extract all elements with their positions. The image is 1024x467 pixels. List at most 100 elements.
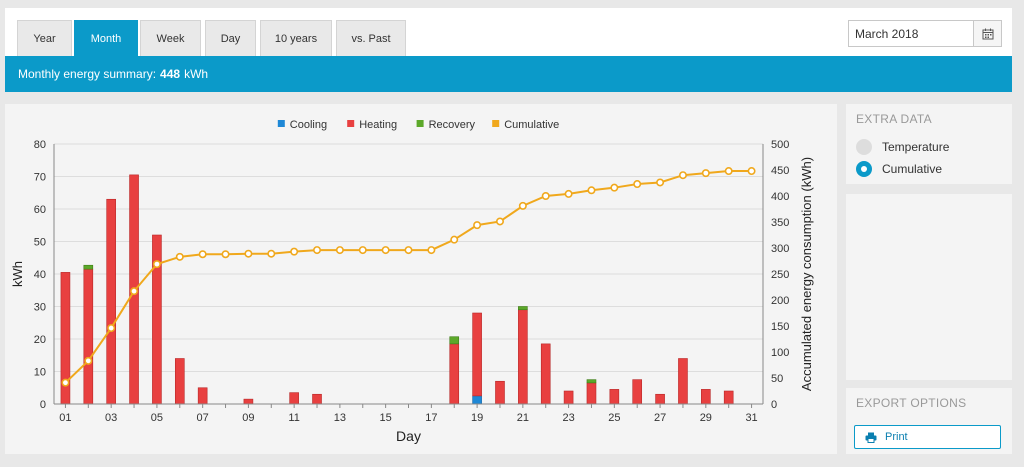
tab-vs-past[interactable]: vs. Past (336, 20, 406, 57)
x-tick-label: 31 (745, 412, 757, 424)
cumulative-point (175, 252, 184, 261)
cumulative-point (107, 324, 116, 333)
cumulative-radio[interactable] (856, 161, 872, 177)
cumulative-point (404, 246, 413, 255)
cumulative-point (152, 260, 161, 269)
y2-tick-label: 500 (771, 139, 789, 151)
option-temperature[interactable]: Temperature (856, 139, 949, 155)
bar-heating (518, 309, 528, 405)
x-tick-label: 09 (242, 412, 254, 424)
y-tick-label: 40 (34, 269, 46, 281)
cumulative-point (244, 249, 253, 258)
cumulative-point (198, 250, 207, 259)
summary-banner: Monthly energy summary: 448 kWh (5, 56, 1012, 92)
cumulative-point (290, 247, 299, 256)
cumulative-point (84, 356, 93, 365)
summary-value: 448 (160, 67, 181, 81)
y2-tick-label: 250 (771, 269, 789, 281)
bar-heating (701, 389, 711, 405)
tab-10-years[interactable]: 10 years (260, 20, 332, 57)
x-tick-label: 05 (151, 412, 163, 424)
cumulative-point (701, 169, 710, 178)
y-tick-label: 80 (34, 139, 46, 151)
bar-heating (563, 390, 574, 405)
bar-recovery (518, 306, 528, 311)
y2-tick-label: 150 (771, 321, 789, 333)
bar-heating (495, 380, 505, 405)
empty-side-panel (846, 194, 1012, 380)
legend-label-recovery: Recovery (429, 119, 476, 131)
y2-tick-label: 450 (771, 165, 789, 177)
x-tick-label: 19 (471, 412, 483, 424)
y-tick-label: 50 (34, 237, 46, 249)
extra-data-panel: EXTRA DATA Temperature Cumulative (846, 104, 1012, 184)
cumulative-point (656, 178, 665, 187)
x-tick-label: 29 (700, 412, 712, 424)
legend-swatch-recovery (416, 120, 424, 127)
summary-unit: kWh (184, 67, 209, 81)
cumulative-point (564, 189, 573, 198)
cumulative-point (381, 246, 390, 255)
temperature-radio[interactable] (856, 139, 872, 155)
cumulative-point (587, 186, 596, 195)
y-tick-label: 30 (34, 302, 46, 314)
x-tick-label: 15 (380, 412, 392, 424)
cumulative-line-group (61, 167, 756, 387)
legend-swatch-heating (347, 120, 355, 127)
bar-heating (472, 312, 482, 397)
cumulative-point (358, 246, 367, 255)
tab-year[interactable]: Year (17, 20, 72, 57)
bar-heating (83, 268, 94, 405)
y2-axis-title: Accumulated energy consumption (kWh) (799, 157, 814, 391)
tab-day[interactable]: Day (205, 20, 256, 57)
month-input[interactable] (849, 21, 973, 46)
cumulative-point (473, 221, 482, 230)
bar-heating (243, 398, 254, 405)
summary-label: Monthly energy summary: (18, 67, 157, 81)
export-options-panel: EXPORT OPTIONS Print (846, 388, 1012, 454)
x-tick-label: 25 (608, 412, 620, 424)
bar-heating (609, 389, 620, 405)
x-tick-label: 11 (288, 412, 299, 424)
x-tick-label: 03 (105, 412, 117, 424)
cumulative-point (518, 201, 527, 210)
y-tick-label: 20 (34, 334, 46, 346)
y2-tick-label: 300 (771, 243, 789, 255)
cumulative-point (610, 183, 619, 192)
print-button[interactable]: Print (854, 425, 1001, 449)
bar-heating (312, 393, 322, 405)
legend-label-cooling: Cooling (290, 119, 327, 131)
tab-week[interactable]: Week (140, 20, 201, 57)
bar-heating (106, 198, 116, 405)
cumulative-label: Cumulative (882, 162, 943, 176)
chart-legend: Cooling Heating Recovery Cumulative (277, 119, 559, 131)
top-toolbar: Year Month Week Day 10 years vs. Past (5, 8, 1012, 57)
bar-heating (678, 358, 688, 405)
x-tick-label: 01 (59, 412, 71, 424)
bar-recovery (586, 379, 597, 384)
legend-swatch-cooling (277, 120, 285, 127)
x-tick-label: 27 (654, 412, 666, 424)
y2-tick-label: 50 (771, 373, 783, 385)
calendar-icon[interactable] (973, 21, 1001, 46)
x-axis-title: Day (396, 428, 421, 444)
tab-month[interactable]: Month (74, 20, 138, 57)
bar-heating (655, 393, 665, 405)
bar-recovery (449, 336, 460, 345)
y-tick-label: 0 (40, 399, 46, 411)
cumulative-point (221, 250, 230, 259)
y-tick-label: 70 (34, 172, 46, 184)
y2-tick-label: 400 (771, 191, 789, 203)
cumulative-point (633, 180, 642, 189)
cumulative-point (541, 192, 550, 201)
chart-grid (54, 143, 763, 405)
option-cumulative[interactable]: Cumulative (856, 161, 942, 177)
bar-heating (449, 343, 460, 405)
print-label: Print (885, 431, 908, 443)
bar-heating (540, 343, 551, 405)
cumulative-point (495, 217, 504, 226)
cumulative-point (747, 167, 756, 176)
cumulative-point (450, 235, 459, 244)
y-axis-title: kWh (10, 261, 25, 287)
cumulative-point (313, 246, 322, 255)
